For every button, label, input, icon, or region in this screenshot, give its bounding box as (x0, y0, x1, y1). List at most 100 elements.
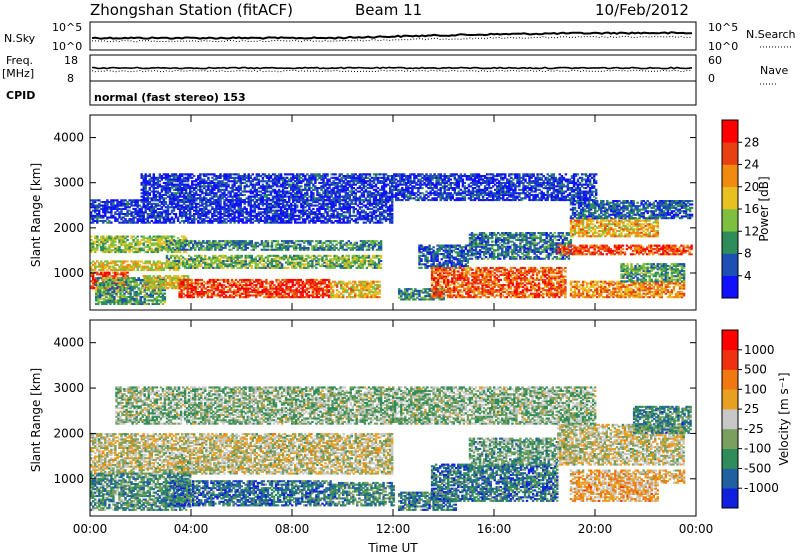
heatmap-cell (104, 201, 107, 204)
heatmap-cell (158, 267, 162, 270)
heatmap-cell (283, 294, 286, 297)
heatmap-cell (100, 267, 103, 270)
heatmap-cell (299, 291, 302, 294)
heatmap-cell (90, 262, 93, 265)
heatmap-cell (293, 278, 296, 281)
heatmap-cell (206, 291, 210, 294)
heatmap-cell (132, 235, 135, 238)
heatmap-cell (278, 266, 282, 269)
heatmap-cell (95, 284, 98, 287)
heatmap-cell (184, 287, 187, 290)
heatmap-cell (109, 297, 112, 300)
heatmap-cell (317, 248, 320, 251)
heatmap-cell (373, 256, 377, 259)
heatmap-cell (295, 291, 298, 294)
heatmap-cell (166, 237, 170, 240)
heatmap-cell (308, 214, 311, 217)
heatmap-cell (170, 237, 174, 240)
heatmap-cell (169, 254, 173, 257)
heatmap-cell (242, 265, 245, 268)
heatmap-cell (259, 292, 262, 295)
heatmap-cell (122, 239, 125, 242)
heatmap-cell (360, 285, 363, 288)
heatmap-cell (265, 291, 268, 294)
heatmap-cell (121, 297, 124, 300)
heatmap-cell (246, 247, 249, 250)
heatmap-cell (299, 245, 302, 248)
heatmap-cell (136, 260, 139, 263)
heatmap-cell (249, 287, 252, 290)
heatmap-cell (202, 292, 205, 295)
heatmap-cell (182, 296, 185, 299)
heatmap-cell (189, 281, 192, 284)
heatmap-cell (146, 275, 149, 278)
heatmap-cell (104, 239, 107, 242)
heatmap-cell (327, 285, 331, 288)
heatmap-cell (377, 243, 381, 246)
heatmap-cell (371, 256, 375, 259)
heatmap-cell (266, 245, 270, 248)
heatmap-cell (287, 263, 290, 266)
heatmap-cell (173, 240, 177, 243)
heatmap-cell (244, 247, 247, 250)
heatmap-cell (154, 262, 157, 265)
heatmap-cell (132, 260, 135, 263)
heatmap-cell (309, 294, 313, 297)
heatmap-cell (186, 287, 189, 290)
heatmap-cell (160, 285, 164, 288)
heatmap-cell (134, 244, 137, 247)
heatmap-cell (95, 289, 98, 292)
heatmap-cell (306, 202, 309, 205)
heatmap-cell (106, 263, 109, 266)
heatmap-cell (261, 289, 264, 292)
heatmap-cell (156, 237, 160, 240)
heatmap-cell (101, 292, 104, 295)
heatmap-cell (133, 278, 136, 281)
heatmap-cell (315, 292, 319, 295)
heatmap-cell (164, 202, 168, 205)
heatmap-cell (165, 258, 169, 261)
heatmap-cell (184, 278, 187, 281)
heatmap-cell (252, 261, 255, 264)
heatmap-cell (102, 240, 105, 243)
heatmap-cell (145, 287, 148, 290)
heatmap-cell (218, 247, 221, 250)
heatmap-cell (112, 267, 115, 270)
heatmap-cell (366, 289, 369, 292)
heatmap-cell (340, 285, 343, 288)
heatmap-cell (168, 280, 172, 283)
heatmap-cell (295, 289, 298, 292)
heatmap-cell (323, 254, 326, 257)
heatmap-cell (134, 221, 137, 224)
heatmap-cell (276, 259, 280, 262)
heatmap-cell (293, 241, 296, 244)
heatmap-cell (105, 277, 108, 280)
heatmap-cell (232, 241, 235, 244)
heatmap-cell (291, 263, 294, 266)
heatmap-cell (321, 296, 325, 299)
heatmap-cell (325, 294, 329, 297)
heatmap-cell (356, 294, 359, 297)
heatmap-cell (331, 261, 334, 264)
heatmap-cell (297, 256, 300, 259)
heatmap-cell (301, 256, 304, 259)
heatmap-cell (351, 245, 354, 248)
heatmap-cell (141, 301, 144, 304)
heatmap-cell (112, 265, 115, 268)
heatmap-cell (158, 285, 162, 288)
heatmap-cell (303, 247, 306, 250)
heatmap-cell (269, 296, 272, 299)
heatmap-cell (150, 265, 153, 268)
heatmap-cell (346, 282, 349, 285)
heatmap-cell (253, 291, 256, 294)
heatmap-cell (285, 219, 289, 222)
heatmap-cell (377, 261, 381, 264)
heatmap-cell (257, 278, 260, 281)
heatmap-cell (250, 254, 253, 257)
heatmap-cell (98, 239, 101, 242)
heatmap-cell (363, 256, 367, 259)
heatmap-cell (97, 296, 100, 299)
heatmap-cell (151, 301, 154, 304)
heatmap-cell (113, 299, 116, 302)
heatmap-cell (120, 240, 123, 243)
